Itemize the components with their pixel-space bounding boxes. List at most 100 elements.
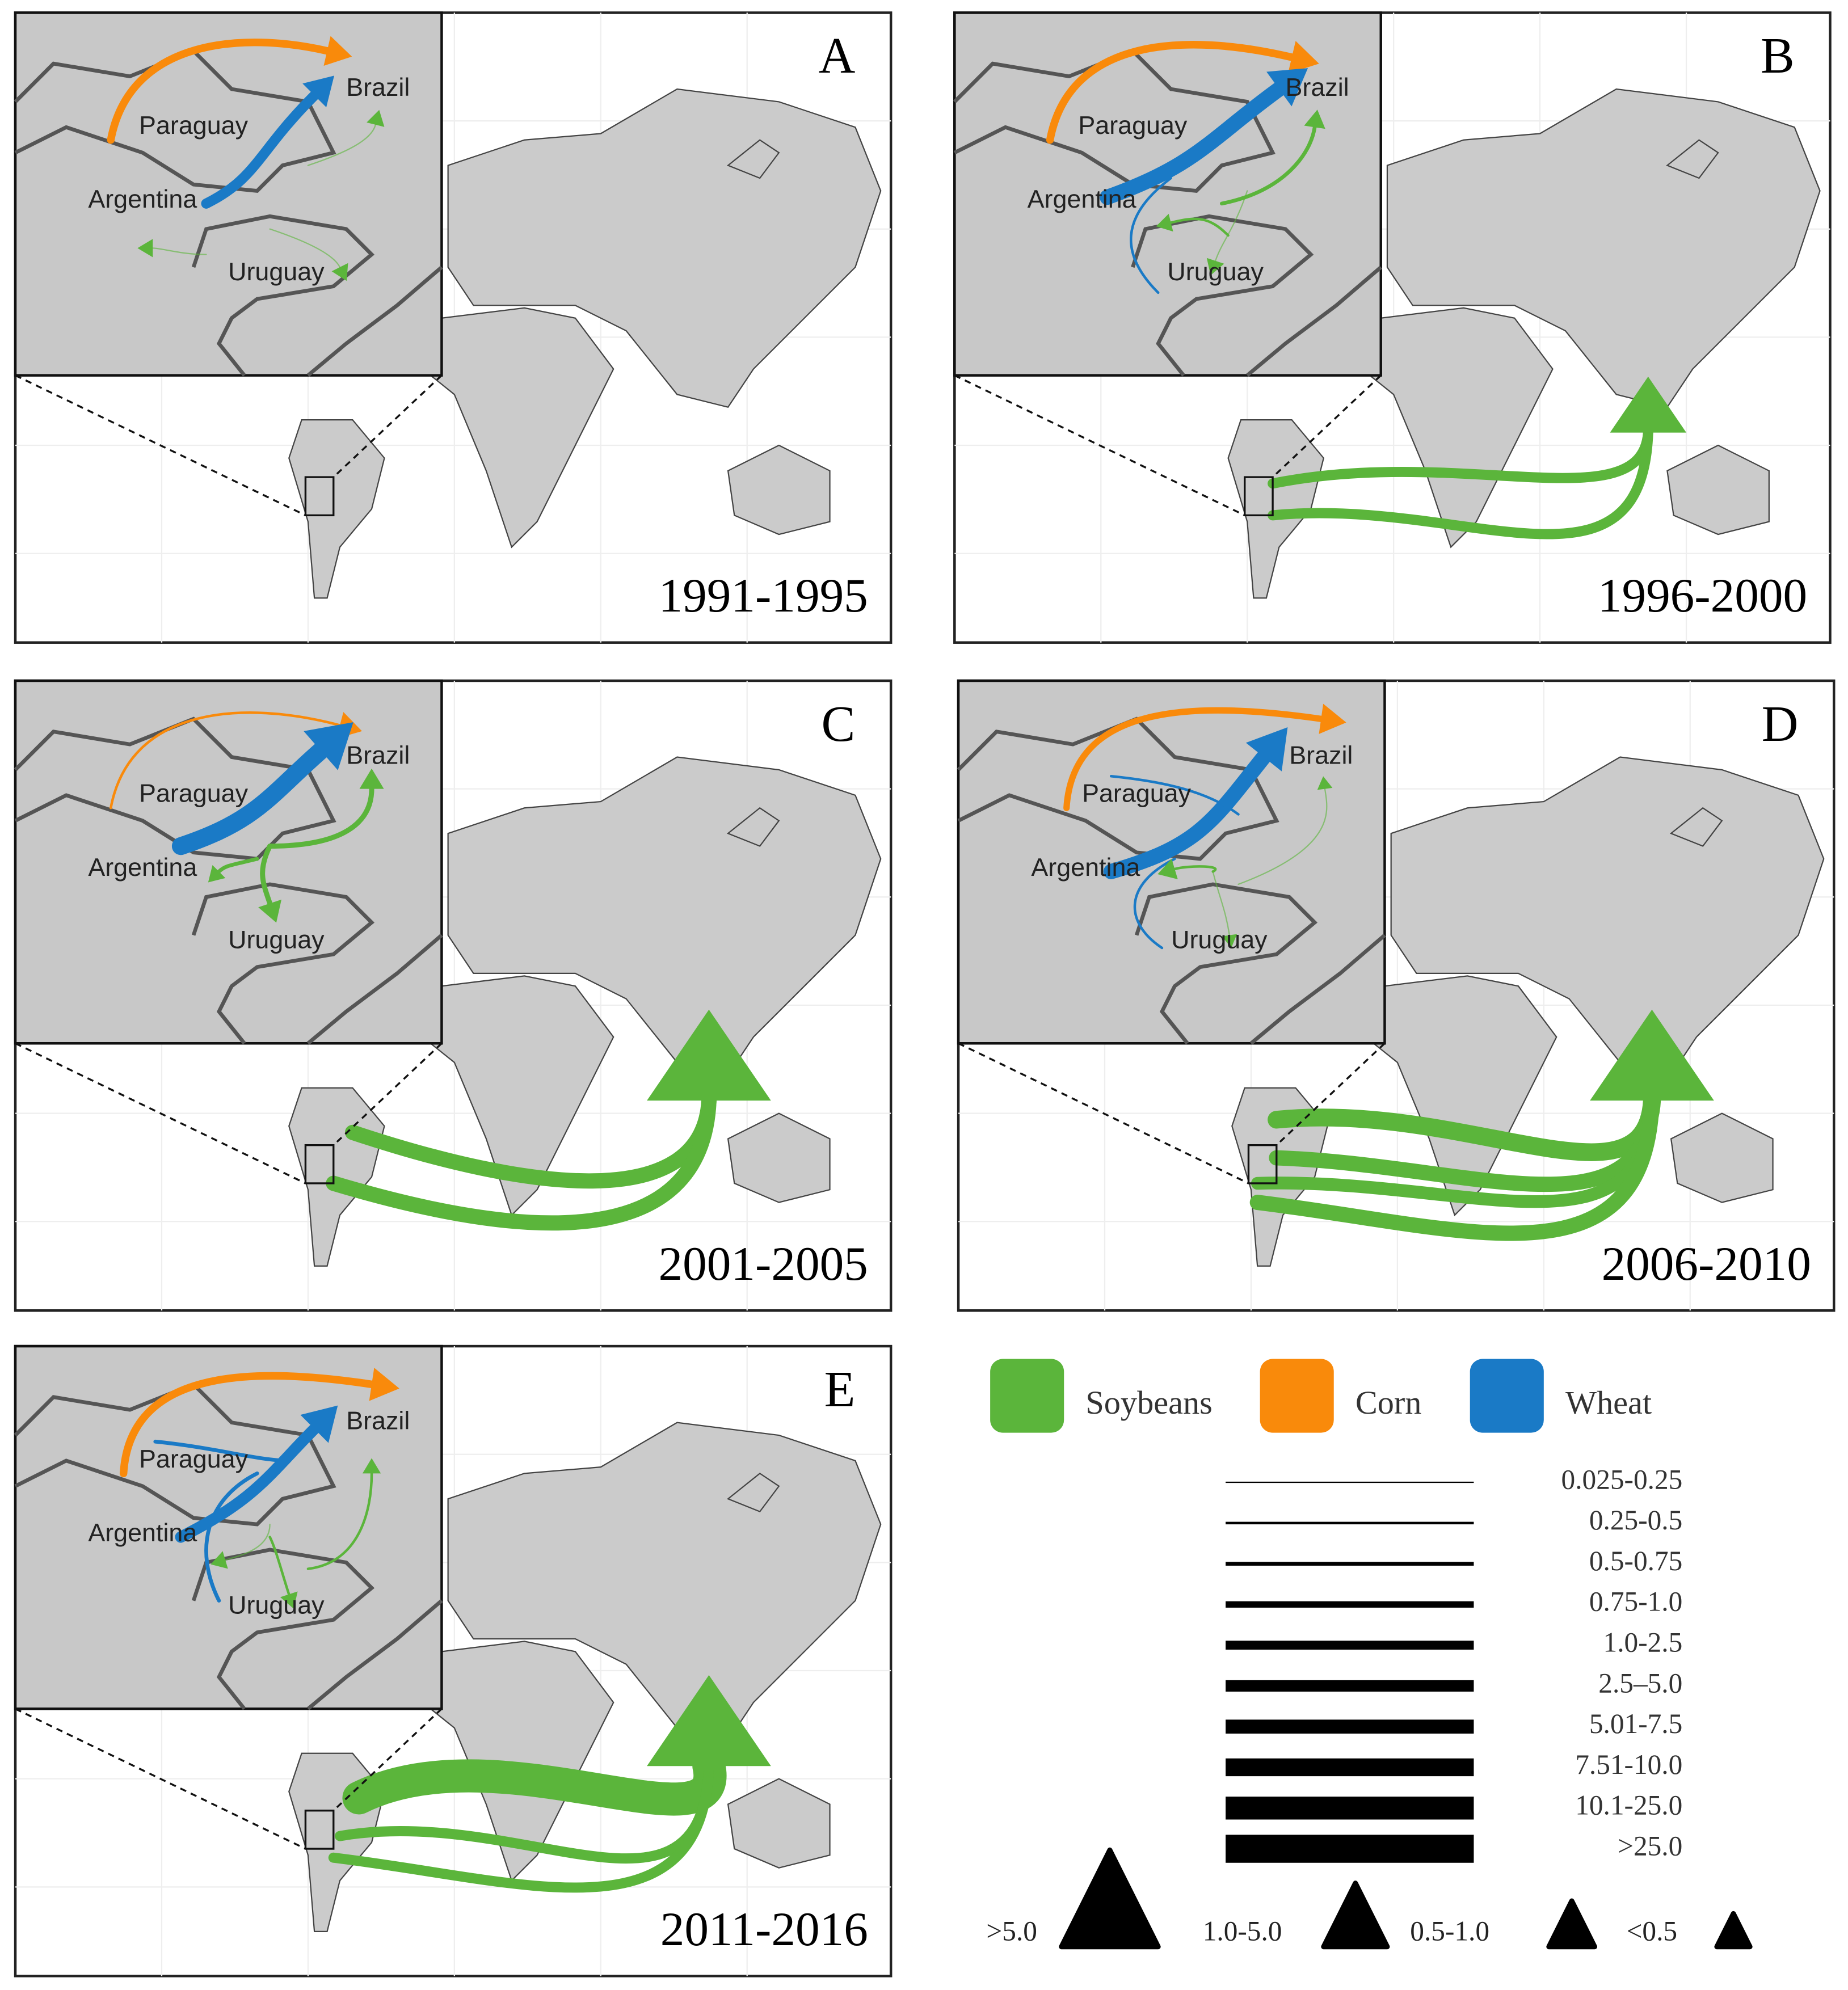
crop-label: Corn	[1356, 1384, 1422, 1421]
flow-line	[152, 247, 207, 255]
country-label: Argentina	[88, 184, 197, 213]
arrow-head	[1245, 727, 1288, 771]
panel-letter: D	[1762, 696, 1799, 752]
arrow-head	[1222, 934, 1237, 948]
triangle-sample	[1546, 1898, 1598, 1950]
land	[422, 1641, 614, 1882]
flow-line	[1133, 857, 1176, 950]
arrow-head	[208, 865, 226, 883]
period-label: 2011-2016	[660, 1903, 868, 1956]
country-label: Argentina	[1028, 184, 1136, 213]
study-area-box	[1247, 1144, 1278, 1184]
width-label: 0.75-1.0	[1589, 1586, 1682, 1617]
flow-line	[1215, 190, 1248, 262]
flow-line	[1219, 125, 1317, 206]
width-label: 0.5-0.75	[1589, 1545, 1682, 1576]
crop-label: Soybeans	[1085, 1384, 1212, 1421]
country-label: Paraguay	[1082, 779, 1192, 808]
flow-line	[119, 1372, 376, 1478]
country-label: Brazil	[1286, 73, 1349, 102]
zoom-line	[958, 1042, 1249, 1184]
arrow-head	[1157, 858, 1178, 879]
land	[1365, 975, 1557, 1217]
inset-border	[1134, 882, 1318, 1045]
flow-line	[267, 786, 374, 849]
flow-line	[1109, 774, 1240, 816]
width-label: 2.5–5.0	[1598, 1667, 1682, 1698]
flow-line	[1249, 1093, 1660, 1241]
land	[727, 1112, 831, 1203]
map-panel: Paraguay Brazil Argentina Uruguay B 1996-2000	[953, 11, 1832, 644]
inset	[14, 679, 443, 1045]
flow-line	[224, 1523, 271, 1561]
arrow-head	[367, 109, 385, 127]
arrow-head	[1237, 813, 1240, 815]
arrow-head	[362, 1458, 381, 1474]
arrow-head	[1161, 947, 1163, 949]
panel-letter: C	[822, 696, 856, 752]
arrow-head	[323, 36, 352, 66]
country-label: Brazil	[346, 740, 410, 769]
flow-line	[1268, 427, 1653, 489]
flow-head	[647, 1675, 771, 1766]
width-label: >25.0	[1618, 1830, 1682, 1861]
country-label: Paraguay	[1078, 111, 1188, 140]
flow-line	[306, 1472, 373, 1570]
panel-letter: E	[824, 1361, 856, 1418]
flow-line	[269, 228, 341, 268]
country-label: Uruguay	[1171, 925, 1268, 954]
land	[1669, 807, 1723, 847]
inset-border	[957, 716, 1279, 861]
flow-line	[1130, 176, 1172, 294]
arrow-head	[1304, 109, 1325, 129]
zoom-line	[1272, 374, 1382, 478]
zoom-line	[15, 1042, 306, 1184]
flow-line	[1212, 871, 1230, 936]
inset-border	[1246, 265, 1382, 377]
country-label: Argentina	[88, 853, 197, 882]
country-label: Uruguay	[228, 925, 325, 954]
map-panel: Paraguay Brazil Argentina Uruguay E 2011-2016	[14, 1344, 893, 1978]
flow-line	[153, 1439, 291, 1463]
crop-label: Wheat	[1565, 1384, 1652, 1421]
map-panel: Paraguay Brazil Argentina Uruguay A 1991-1995	[14, 11, 893, 644]
inset-border	[14, 48, 336, 193]
land	[422, 975, 614, 1217]
study-area-box	[304, 1810, 335, 1850]
inset-border	[1249, 934, 1386, 1045]
arrow-head	[369, 1368, 399, 1401]
land	[726, 139, 780, 179]
period-label: 2006-2010	[1602, 1237, 1811, 1291]
crop-swatch	[1260, 1359, 1334, 1433]
flow-line	[328, 1761, 714, 1893]
flow-line	[201, 90, 320, 209]
period-label: 2001-2005	[659, 1237, 868, 1291]
land	[726, 807, 780, 847]
land	[1390, 756, 1825, 1076]
inset-border	[14, 716, 336, 861]
arrow-head	[1319, 703, 1346, 734]
arrow-head	[137, 239, 153, 258]
period-label: 1991-1995	[659, 569, 868, 622]
country-label: Paraguay	[139, 111, 249, 140]
country-label: Argentina	[88, 1518, 197, 1547]
flow-line	[326, 1093, 717, 1231]
flow-line	[1173, 865, 1217, 873]
country-label: Uruguay	[228, 257, 325, 286]
panel-letter: B	[1761, 28, 1795, 84]
study-area-box	[304, 1144, 335, 1184]
width-label: 1.0-2.5	[1603, 1626, 1683, 1658]
legend-frame	[952, 1351, 1833, 1978]
inset-border	[1131, 214, 1314, 377]
arrow-head	[304, 722, 353, 770]
land	[1227, 419, 1325, 599]
flow-line	[204, 1471, 259, 1603]
country-label: Paraguay	[139, 779, 249, 808]
arrow-head	[1206, 258, 1224, 276]
study-area-box	[1244, 476, 1274, 517]
arrow-head	[280, 1591, 298, 1609]
flow-head	[1610, 376, 1687, 433]
arrow-head	[1157, 292, 1159, 294]
inset-border	[306, 934, 443, 1045]
flow-line	[260, 844, 273, 906]
